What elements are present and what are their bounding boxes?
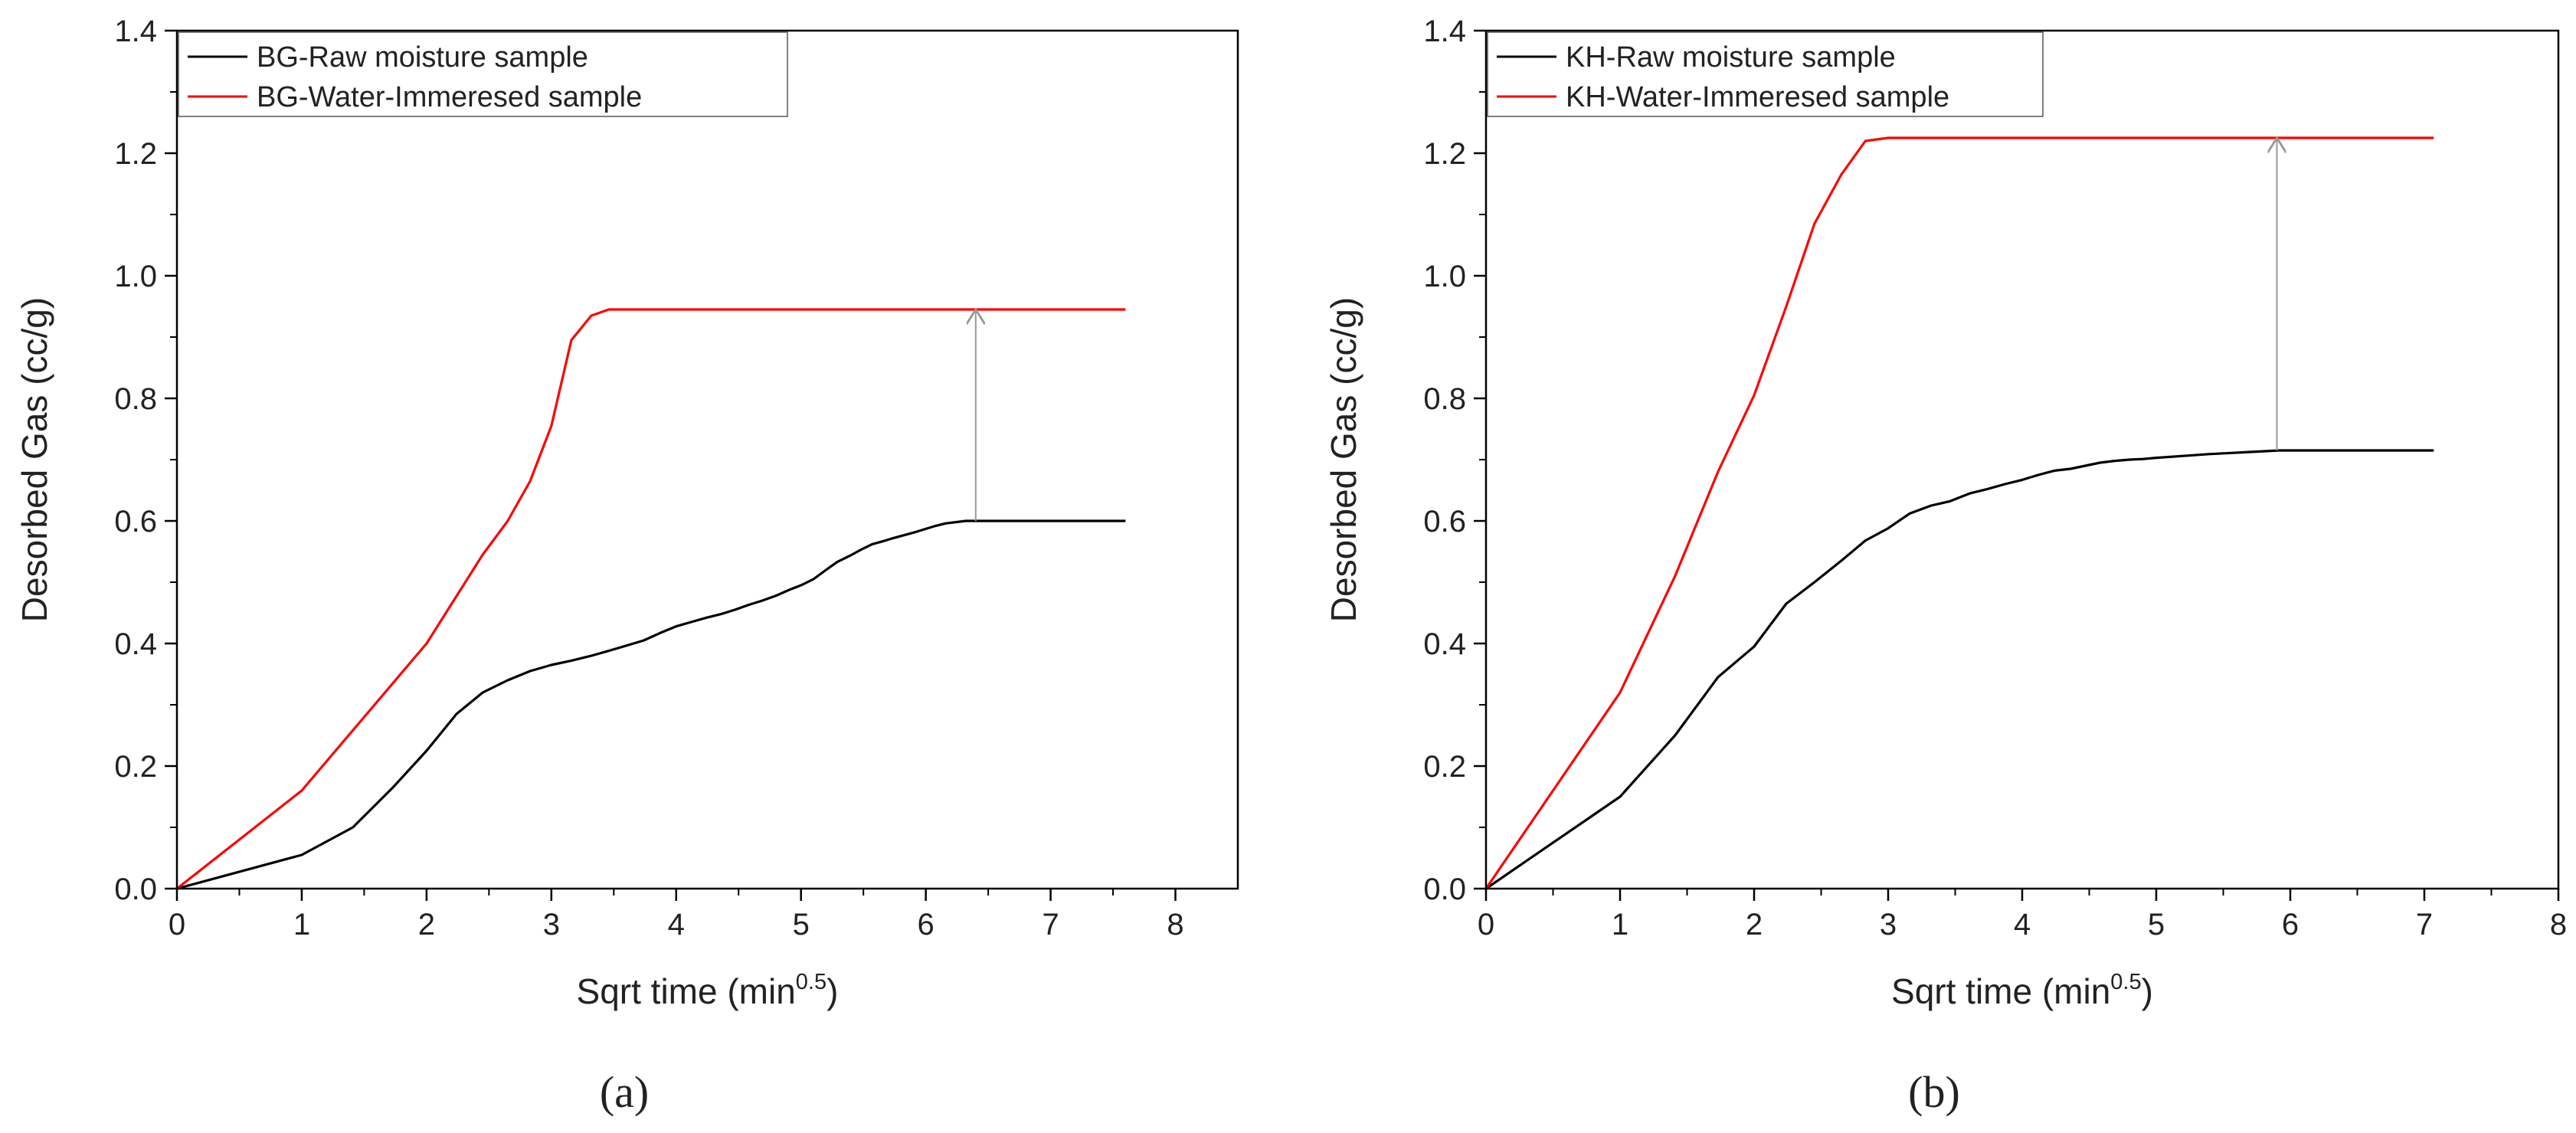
legend: KH-Raw moisture sample KH-Water-Immerese…: [1487, 31, 2044, 117]
legend: BG-Raw moisture sample BG-Water-Immerese…: [178, 31, 788, 117]
y-tick-label: 0.4: [114, 627, 157, 661]
panel-label: (b): [1908, 1067, 1960, 1117]
series-line-0: [1485, 449, 2434, 890]
chart-panel-b: 0 1 2 3 4 5 6 7 8 0.0 0.2 0.4 0.6 0.8 1.0 1.2 1.4 Sqrt …: [1324, 15, 2567, 1117]
legend-label: KH-Water-Immeresed sample: [1566, 81, 1949, 113]
legend-box: [1487, 31, 2044, 117]
plot-frame: [175, 29, 1239, 890]
y-tick-label: 0.6: [1423, 505, 1466, 539]
x-tick-label: 3: [1880, 908, 1897, 941]
y-tick-label: 1.4: [114, 15, 157, 48]
x-axis-title-superscript: 0.5: [2110, 970, 2141, 994]
x-tick-label: 7: [2416, 908, 2433, 941]
plot-lines: [176, 308, 1126, 890]
legend-label: BG-Water-Immeresed sample: [257, 81, 642, 113]
y-tick-label: 0.0: [114, 873, 157, 906]
plot-lines: [1484, 136, 2434, 890]
y-tick-label: 0.6: [114, 505, 157, 539]
y-axis-ticks: 0.0 0.2 0.4 0.6 0.8 1.0 1.2 1.4: [1423, 15, 1486, 906]
y-tick-label: 0.0: [1423, 873, 1466, 906]
x-tick-label: 4: [2014, 908, 2031, 941]
legend-label: BG-Raw moisture sample: [257, 41, 588, 74]
y-tick-label: 0.8: [1423, 382, 1466, 416]
x-axis-title: Sqrt time (min0.5): [1891, 970, 2153, 1011]
y-tick-label: 0.2: [1423, 750, 1466, 784]
x-axis-title-main: Sqrt time (min: [577, 971, 796, 1011]
x-tick-label: 6: [2282, 908, 2299, 941]
x-axis-ticks: 0 1 2 3 4 5 6 7 8: [169, 889, 1184, 941]
y-tick-label: 1.4: [1423, 15, 1466, 48]
y-tick-label: 0.8: [114, 382, 157, 416]
y-axis-title: Desorbed Gas (cc/g): [1324, 297, 1363, 622]
plot-frame: [1484, 29, 2560, 890]
x-tick-label: 7: [1042, 908, 1059, 941]
chart-panel-a: 0 1 2 3 4 5 6 7 8 0.0 0.2 0.4 0.6 0.8 1.0 1.2 1.4 Sqrt …: [15, 15, 1239, 1117]
x-tick-label: 8: [1167, 908, 1183, 941]
y-axis-title: Desorbed Gas (cc/g): [15, 297, 54, 622]
x-axis-title-suffix: ): [826, 971, 838, 1011]
x-tick-label: 6: [918, 908, 934, 941]
x-tick-label: 8: [2550, 908, 2567, 941]
x-axis-ticks: 0 1 2 3 4 5 6 7 8: [1478, 889, 2567, 941]
x-tick-label: 2: [418, 908, 435, 941]
y-tick-label: 1.2: [114, 137, 157, 171]
y-tick-label: 1.0: [114, 260, 157, 293]
y-tick-label: 0.2: [114, 750, 157, 784]
y-tick-label: 1.0: [1423, 260, 1466, 293]
y-axis-ticks: 0.0 0.2 0.4 0.6 0.8 1.0 1.2 1.4: [114, 15, 177, 906]
series-line-0: [176, 519, 1126, 890]
x-axis-title-suffix: ): [2142, 971, 2153, 1011]
x-axis-title-main: Sqrt time (min: [1891, 971, 2110, 1011]
x-tick-label: 1: [293, 908, 310, 941]
x-tick-label: 4: [668, 908, 685, 941]
y-tick-label: 0.4: [1423, 627, 1466, 661]
x-tick-label: 0: [169, 908, 185, 941]
x-tick-label: 5: [793, 908, 810, 941]
x-tick-label: 0: [1478, 908, 1494, 941]
x-tick-label: 2: [1746, 908, 1763, 941]
series-line-1: [1484, 136, 2434, 889]
legend-label: KH-Raw moisture sample: [1566, 41, 1896, 74]
x-axis-title: Sqrt time (min0.5): [577, 970, 839, 1011]
x-tick-label: 3: [543, 908, 560, 941]
series-line-1: [176, 308, 1126, 890]
x-axis-title-superscript: 0.5: [796, 970, 826, 994]
legend-box: [178, 31, 788, 117]
x-tick-label: 5: [2148, 908, 2165, 941]
x-tick-label: 1: [1612, 908, 1628, 941]
panel-label: (a): [600, 1067, 649, 1117]
y-tick-label: 1.2: [1423, 137, 1466, 171]
